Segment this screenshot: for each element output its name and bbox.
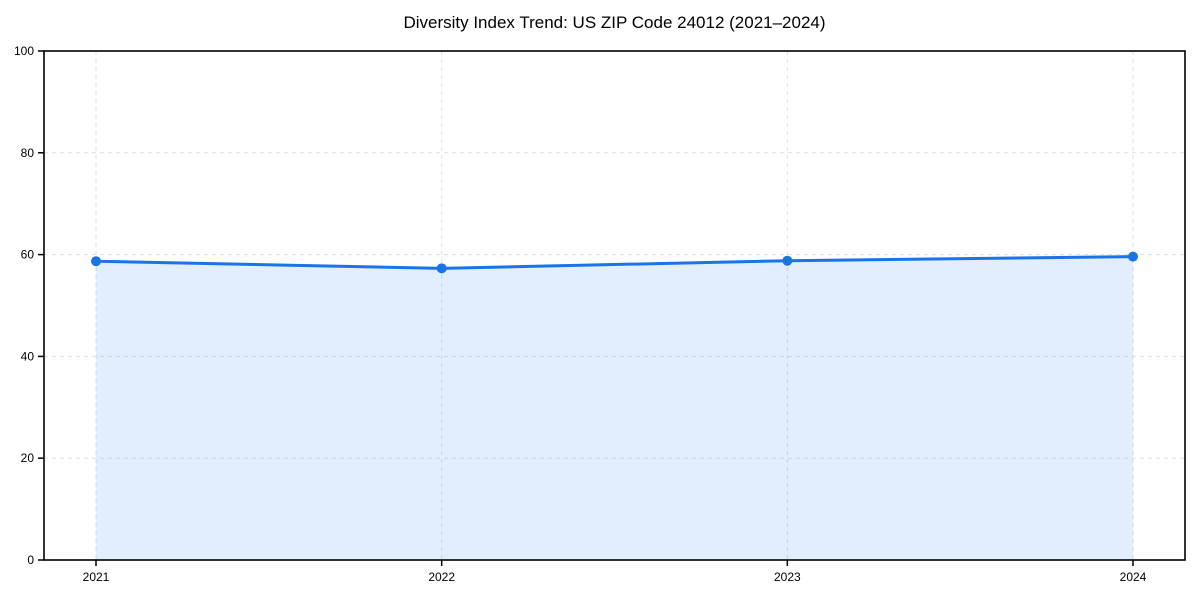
axes-spines <box>43 50 1186 561</box>
y-tick-label: 0 <box>27 553 34 567</box>
x-tick-label: 2022 <box>428 570 455 584</box>
trend-line <box>94 255 1135 270</box>
data-point-marker <box>91 256 101 267</box>
y-tick-label: 60 <box>21 248 35 262</box>
y-tick-label: 40 <box>21 349 35 363</box>
y-tick-label: 100 <box>14 44 34 58</box>
x-tick-label: 2021 <box>83 570 110 584</box>
x-tick-label: 2023 <box>774 570 801 584</box>
x-tick-label: 2024 <box>1120 570 1147 584</box>
y-tick-label: 20 <box>21 451 35 465</box>
area-fill <box>96 256 1133 560</box>
data-point-marker <box>782 255 793 266</box>
chart-title: Diversity Index Trend: US ZIP Code 24012… <box>403 13 826 32</box>
y-tick-label: 80 <box>21 146 35 160</box>
data-point-marker <box>1128 251 1138 262</box>
data-point-marker <box>436 263 447 274</box>
